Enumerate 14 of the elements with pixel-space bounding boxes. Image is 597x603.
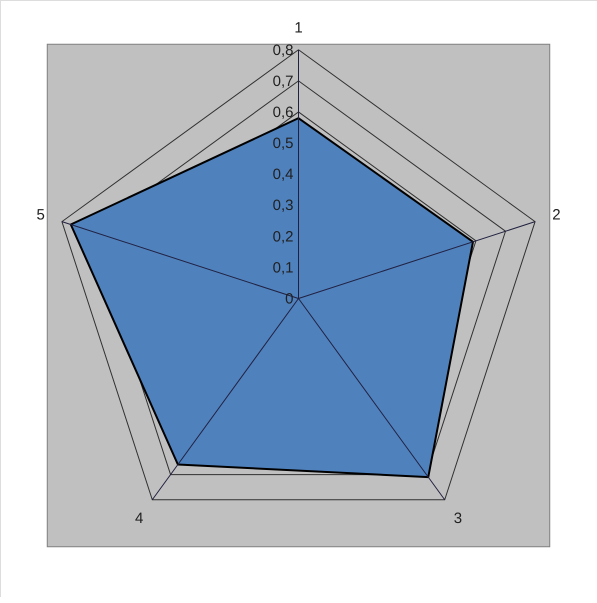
y-tick-label: 0,5 bbox=[272, 135, 294, 152]
y-tick-label: 0,7 bbox=[272, 72, 294, 90]
y-tick-label: 0,6 bbox=[272, 104, 294, 121]
y-tick-label: 0,4 bbox=[272, 166, 294, 184]
spoke-label: 1 bbox=[294, 19, 303, 36]
y-tick-label: 0,8 bbox=[272, 42, 294, 59]
y-tick-label: 0,3 bbox=[272, 197, 294, 214]
y-tick-label: 0,1 bbox=[272, 259, 294, 276]
spoke-label: 4 bbox=[134, 510, 144, 527]
spoke-label: 2 bbox=[552, 206, 561, 224]
spoke-label: 3 bbox=[454, 510, 462, 527]
y-tick-label: 0,2 bbox=[272, 228, 294, 246]
spoke-label: 5 bbox=[36, 206, 45, 224]
y-tick-label: 0 bbox=[285, 290, 294, 308]
